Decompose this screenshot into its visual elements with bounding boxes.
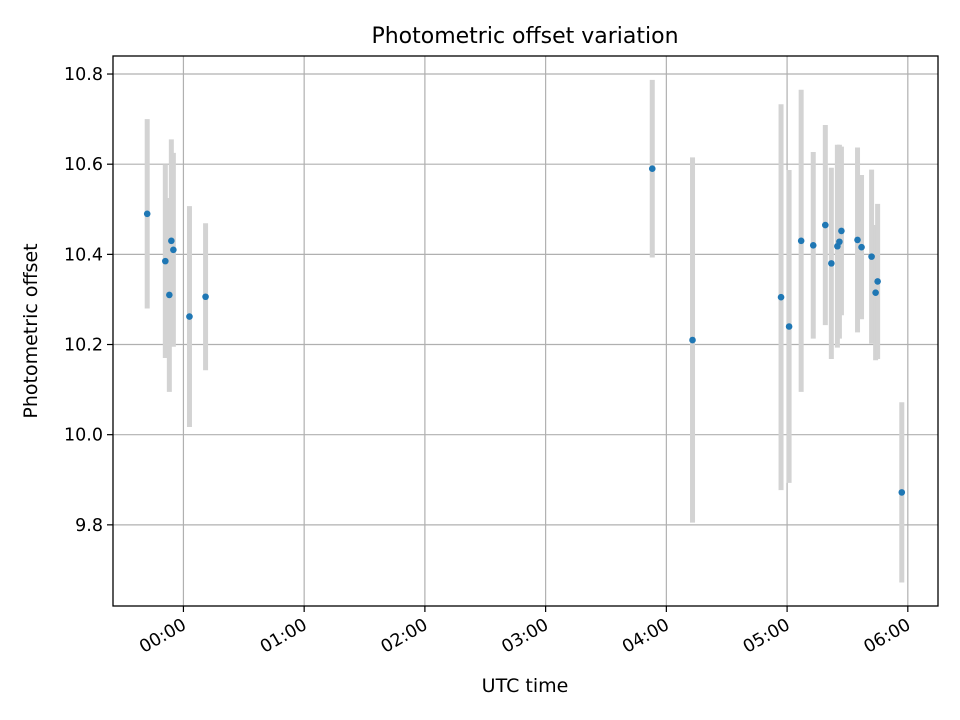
data-point [872, 289, 879, 296]
data-point [898, 489, 906, 496]
x-tick-label: 06:00 [861, 615, 915, 658]
data-point [785, 323, 793, 330]
y-tick-label: 10.6 [64, 155, 103, 175]
data-point [822, 221, 829, 229]
data-point [170, 246, 177, 254]
data-point [186, 313, 193, 320]
y-tick-label: 9.8 [75, 516, 103, 536]
x-tick-label: 03:00 [498, 615, 552, 658]
data-point [836, 238, 843, 246]
data-point [797, 237, 805, 245]
x-tick-label: 05:00 [740, 615, 794, 658]
data-point [689, 336, 696, 344]
data-point [168, 237, 175, 245]
data-point [868, 253, 875, 260]
chart-title: Photometric offset variation [371, 24, 678, 49]
data-point [648, 165, 656, 173]
plot-frame [112, 55, 939, 607]
data-point [166, 291, 173, 299]
data-points [143, 165, 906, 496]
x-tick-label: 04:00 [619, 615, 673, 658]
data-point [162, 257, 169, 265]
y-tick-label: 10.4 [64, 245, 103, 265]
data-point [809, 242, 817, 249]
error-bars [144, 79, 905, 583]
x-axis-label: UTC time [482, 675, 569, 697]
y-tick-label: 10.2 [64, 336, 103, 356]
y-axis-label: Photometric offset [20, 243, 42, 418]
x-tick-label: 01:00 [257, 615, 311, 658]
data-point [874, 278, 881, 285]
x-tick-label: 02:00 [378, 615, 432, 658]
data-point [777, 293, 785, 301]
data-point [838, 227, 845, 235]
data-point [828, 260, 835, 267]
data-point [854, 236, 861, 244]
data-point [858, 243, 865, 251]
y-tick-label: 10.0 [64, 426, 103, 446]
x-tick-label: 00:00 [136, 615, 190, 658]
data-point [202, 293, 209, 301]
y-tick-label: 10.8 [64, 65, 103, 85]
data-point [143, 210, 151, 218]
